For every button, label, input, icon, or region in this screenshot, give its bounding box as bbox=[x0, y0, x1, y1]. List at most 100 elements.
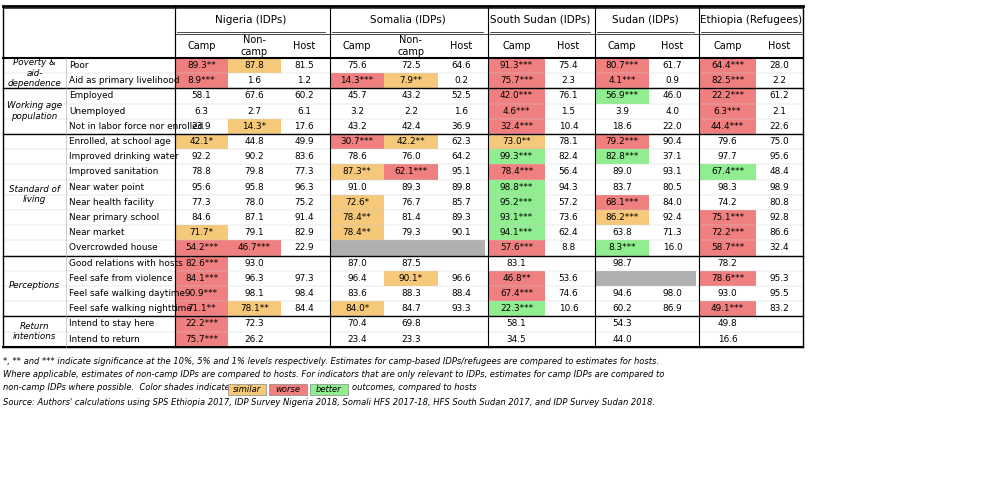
Text: 64.6: 64.6 bbox=[451, 61, 471, 70]
Text: 88.4: 88.4 bbox=[451, 289, 471, 298]
Bar bbox=[228, 241, 281, 255]
Text: 57.2: 57.2 bbox=[558, 198, 578, 207]
Text: Not in labor force nor enrolled: Not in labor force nor enrolled bbox=[69, 122, 203, 131]
Text: Somalia (IDPs): Somalia (IDPs) bbox=[369, 15, 446, 25]
Bar bbox=[384, 73, 438, 88]
Text: 22.3***: 22.3*** bbox=[500, 305, 533, 313]
Bar bbox=[488, 88, 545, 104]
Text: 58.1: 58.1 bbox=[192, 91, 212, 101]
Bar bbox=[488, 164, 545, 180]
Bar bbox=[228, 58, 281, 73]
Text: 79.8: 79.8 bbox=[245, 168, 264, 177]
Text: 8.9***: 8.9*** bbox=[188, 76, 215, 85]
Text: 95.5: 95.5 bbox=[769, 289, 789, 298]
Text: 86.9: 86.9 bbox=[662, 305, 682, 313]
Text: Standard of
living: Standard of living bbox=[9, 185, 60, 204]
Text: 42.1*: 42.1* bbox=[189, 137, 214, 146]
Bar bbox=[699, 164, 756, 180]
Bar bbox=[175, 225, 228, 241]
Bar bbox=[175, 134, 228, 149]
Text: 22.6: 22.6 bbox=[769, 122, 789, 131]
Text: 76.7: 76.7 bbox=[401, 198, 421, 207]
Text: worse: worse bbox=[275, 385, 301, 394]
Bar bbox=[595, 149, 649, 164]
Bar bbox=[488, 149, 545, 164]
Text: Working age
population: Working age population bbox=[7, 102, 62, 121]
Text: 91.0: 91.0 bbox=[347, 183, 367, 191]
Text: 98.9: 98.9 bbox=[769, 183, 789, 191]
Text: 10.4: 10.4 bbox=[558, 122, 578, 131]
Text: 78.4***: 78.4*** bbox=[500, 168, 534, 177]
Text: 0.2: 0.2 bbox=[454, 76, 468, 85]
Bar bbox=[595, 73, 649, 88]
Bar bbox=[595, 134, 649, 149]
Text: 91.3***: 91.3*** bbox=[500, 61, 533, 70]
Text: Feel safe from violence: Feel safe from violence bbox=[69, 274, 172, 283]
Text: 89.3: 89.3 bbox=[451, 213, 471, 222]
Text: 86.2***: 86.2*** bbox=[605, 213, 639, 222]
Text: 78.4**: 78.4** bbox=[343, 228, 371, 237]
Text: 93.1: 93.1 bbox=[662, 168, 682, 177]
Bar bbox=[330, 225, 384, 241]
Text: 90.9***: 90.9*** bbox=[185, 289, 218, 298]
Text: 72.5: 72.5 bbox=[401, 61, 421, 70]
Text: 18.6: 18.6 bbox=[612, 122, 632, 131]
Text: Non-
camp: Non- camp bbox=[397, 35, 425, 57]
Bar bbox=[175, 58, 228, 73]
Bar bbox=[384, 134, 438, 149]
Text: 1.2: 1.2 bbox=[297, 76, 311, 85]
Text: 78.2: 78.2 bbox=[718, 259, 738, 268]
Bar bbox=[488, 119, 545, 134]
Text: 88.3: 88.3 bbox=[401, 289, 421, 298]
Text: Improved drinking water: Improved drinking water bbox=[69, 152, 178, 161]
Bar bbox=[228, 119, 281, 134]
Text: 2.3: 2.3 bbox=[561, 76, 575, 85]
Text: 77.3: 77.3 bbox=[294, 168, 314, 177]
Text: 97.7: 97.7 bbox=[718, 152, 738, 161]
Bar bbox=[595, 210, 649, 225]
Bar bbox=[330, 164, 384, 180]
Text: 77.3: 77.3 bbox=[192, 198, 211, 207]
Text: 78.6***: 78.6*** bbox=[711, 274, 744, 283]
Text: 90.1: 90.1 bbox=[451, 228, 471, 237]
Bar bbox=[330, 301, 384, 316]
Bar bbox=[175, 316, 228, 332]
Bar bbox=[488, 180, 545, 195]
Text: 97.3: 97.3 bbox=[294, 274, 314, 283]
Text: 99.3***: 99.3*** bbox=[500, 152, 533, 161]
Text: Source: Authors' calculations using SPS Ethiopia 2017, IDP Survey Nigeria 2018, : Source: Authors' calculations using SPS … bbox=[3, 398, 655, 407]
Text: 16.6: 16.6 bbox=[718, 335, 738, 344]
Bar bbox=[175, 271, 228, 286]
Bar bbox=[228, 384, 266, 395]
Text: 82.5***: 82.5*** bbox=[711, 76, 744, 85]
Text: 74.2: 74.2 bbox=[718, 198, 738, 207]
Text: 72.3: 72.3 bbox=[245, 319, 264, 328]
Text: 14.3***: 14.3*** bbox=[341, 76, 373, 85]
Bar bbox=[175, 241, 228, 255]
Text: 14.3*: 14.3* bbox=[243, 122, 266, 131]
Text: 22.9: 22.9 bbox=[294, 244, 314, 252]
Bar bbox=[175, 73, 228, 88]
Text: 46.0: 46.0 bbox=[662, 91, 682, 101]
Text: 70.4: 70.4 bbox=[347, 319, 367, 328]
Text: 4.1***: 4.1*** bbox=[608, 76, 636, 85]
Text: 42.0***: 42.0*** bbox=[500, 91, 533, 101]
Text: South Sudan (IDPs): South Sudan (IDPs) bbox=[490, 15, 590, 25]
Text: 92.4: 92.4 bbox=[662, 213, 682, 222]
Text: 86.6: 86.6 bbox=[769, 228, 789, 237]
Text: Where applicable, estimates of non-camp IDPs are compared to hosts. For indicato: Where applicable, estimates of non-camp … bbox=[3, 370, 664, 379]
Text: 44.8: 44.8 bbox=[245, 137, 264, 146]
Text: 44.0: 44.0 bbox=[612, 335, 632, 344]
Text: 95.2***: 95.2*** bbox=[500, 198, 533, 207]
Text: 23.3: 23.3 bbox=[401, 335, 421, 344]
Text: 64.4***: 64.4*** bbox=[711, 61, 744, 70]
Text: 84.1***: 84.1*** bbox=[185, 274, 218, 283]
Text: 83.6: 83.6 bbox=[294, 152, 314, 161]
Text: 8.3***: 8.3*** bbox=[608, 244, 636, 252]
Text: 83.2: 83.2 bbox=[769, 305, 789, 313]
Bar bbox=[488, 301, 545, 316]
Bar bbox=[699, 225, 756, 241]
Text: 83.6: 83.6 bbox=[347, 289, 367, 298]
Bar bbox=[310, 384, 348, 395]
Text: 28.0: 28.0 bbox=[769, 61, 789, 70]
